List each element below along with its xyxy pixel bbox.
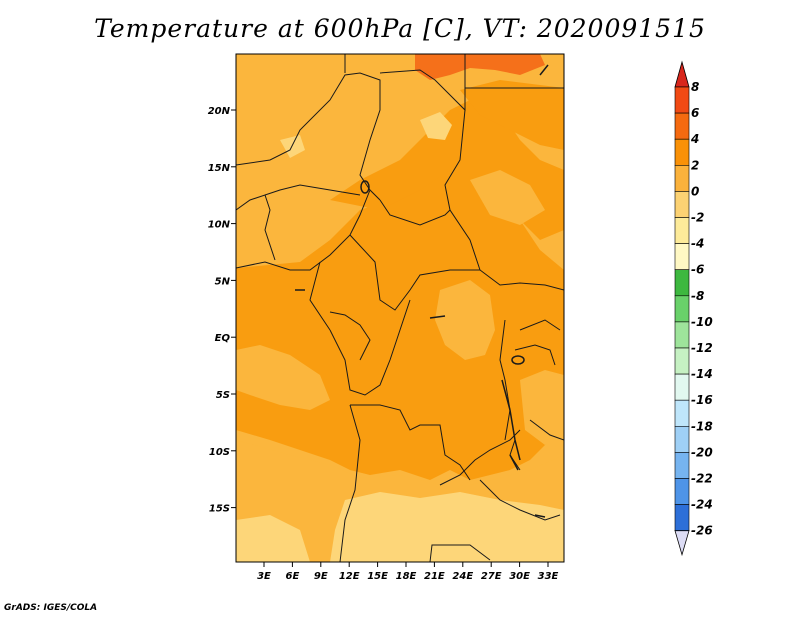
colorbar-label: -16	[691, 393, 713, 407]
mild-patch-center	[435, 280, 495, 360]
colorbar-label: -22	[691, 472, 713, 486]
colorbar-swatch	[674, 295, 690, 323]
lon-tick-label: 6E	[286, 571, 300, 582]
colorbar-label: -6	[691, 263, 704, 277]
lat-tick-label: 5S	[216, 390, 230, 401]
lakes	[295, 64, 549, 518]
mild-patch-west	[236, 345, 330, 410]
colorbar-swatch	[674, 399, 690, 427]
colorbar-swatch	[674, 243, 690, 271]
colorbar-swatch	[674, 165, 690, 192]
colorbar-label: -4	[691, 237, 704, 251]
warm-region-east	[460, 80, 564, 150]
colorbar-swatch	[674, 452, 690, 479]
colorbar-label: -18	[691, 419, 713, 433]
colorbar: 8 6 4 2 0 -2 -4 -6 -8 -10 -12 -14 -16 -18 -20 -22 -24 -26	[674, 60, 713, 557]
country-borders	[236, 54, 564, 562]
colorbar-label: -20	[691, 445, 713, 459]
colorbar-swatch	[674, 191, 690, 218]
colorbar-swatch	[674, 86, 690, 114]
colorbar-label: -26	[691, 524, 713, 538]
colorbar-swatch	[674, 269, 690, 297]
colorbar-label: 4	[690, 132, 699, 146]
cool-patch-nw	[280, 135, 305, 158]
lat-tick-label: 10S	[209, 447, 230, 458]
lon-tick-label: 27E	[481, 571, 502, 582]
colorbar-swatch	[674, 217, 690, 244]
lat-tick-label: 10N	[208, 220, 231, 231]
lat-tick-label: 20N	[208, 106, 231, 117]
lat-tick-label: 15S	[209, 504, 230, 515]
colorbar-label: -2	[691, 211, 704, 225]
colorbar-label: -8	[691, 289, 704, 303]
lon-tick-label: 3E	[257, 571, 271, 582]
colorbar-label: -10	[691, 315, 713, 329]
hot-region-north	[415, 54, 545, 80]
colorbar-swatch	[674, 347, 690, 375]
colorbar-swatch	[674, 478, 690, 505]
lat-tick-label: EQ	[215, 333, 231, 344]
map-title: Temperature at 600hPa [C], VT: 202009151…	[94, 14, 706, 43]
lon-tick-label: 18E	[396, 571, 417, 582]
colorbar-swatch	[674, 112, 690, 140]
lon-tick-label: 9E	[314, 571, 328, 582]
colorbar-swatch	[674, 138, 690, 166]
lat-tick-label: 5N	[215, 276, 231, 287]
colorbar-bottom-arrow	[674, 530, 690, 557]
lat-tick-label: 15N	[208, 163, 231, 174]
lon-tick-label: 21E	[424, 571, 445, 582]
colorbar-swatch	[674, 504, 690, 532]
grads-credit: GrADS: IGES/COLA	[4, 603, 98, 613]
colorbar-label: 6	[691, 106, 699, 120]
lon-tick-label: 24E	[452, 571, 473, 582]
lon-tick-label: 15E	[367, 571, 388, 582]
colorbar-label: -12	[691, 341, 713, 355]
cool-patch-sw	[236, 515, 310, 562]
longitude-axis: 3E 6E 9E 12E 15E 18E 21E 24E 27E 30E 33E	[257, 562, 559, 582]
cool-patch-north	[420, 112, 452, 140]
colorbar-label: 0	[691, 184, 699, 198]
lon-tick-label: 12E	[339, 571, 360, 582]
colorbar-label: -14	[691, 367, 713, 381]
colorbar-swatch	[674, 321, 690, 349]
lon-tick-label: 33E	[538, 571, 559, 582]
colorbar-swatch	[674, 373, 690, 401]
colorbar-label: -24	[691, 498, 713, 512]
cool-region-south	[330, 492, 564, 562]
colorbar-swatch	[674, 425, 690, 453]
colorbar-top-arrow	[674, 60, 690, 88]
lon-tick-label: 30E	[509, 571, 530, 582]
map-frame	[235, 53, 565, 563]
latitude-axis: 20N 15N 10N 5N EQ 5S 10S 15S	[208, 106, 236, 515]
temperature-map	[236, 54, 564, 562]
mild-patch-east	[520, 370, 564, 445]
mild-patch-ne	[470, 170, 545, 225]
colorbar-label: 2	[691, 158, 699, 172]
colorbar-label: 8	[691, 80, 699, 94]
